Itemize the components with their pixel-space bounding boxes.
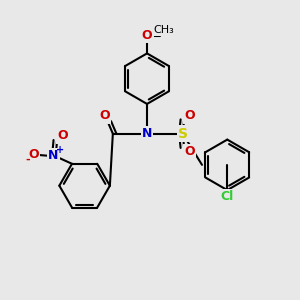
- Text: O: O: [28, 148, 39, 161]
- Text: N: N: [48, 149, 58, 162]
- Text: +: +: [56, 146, 64, 155]
- Text: O: O: [57, 129, 68, 142]
- Text: CH₃: CH₃: [153, 25, 174, 34]
- Text: -: -: [26, 155, 30, 165]
- Text: O: O: [184, 145, 195, 158]
- Text: S: S: [178, 127, 188, 141]
- Text: Cl: Cl: [221, 190, 234, 203]
- Text: O: O: [184, 109, 195, 122]
- Text: N: N: [142, 127, 152, 140]
- Text: O: O: [142, 29, 152, 42]
- Text: O: O: [99, 109, 110, 122]
